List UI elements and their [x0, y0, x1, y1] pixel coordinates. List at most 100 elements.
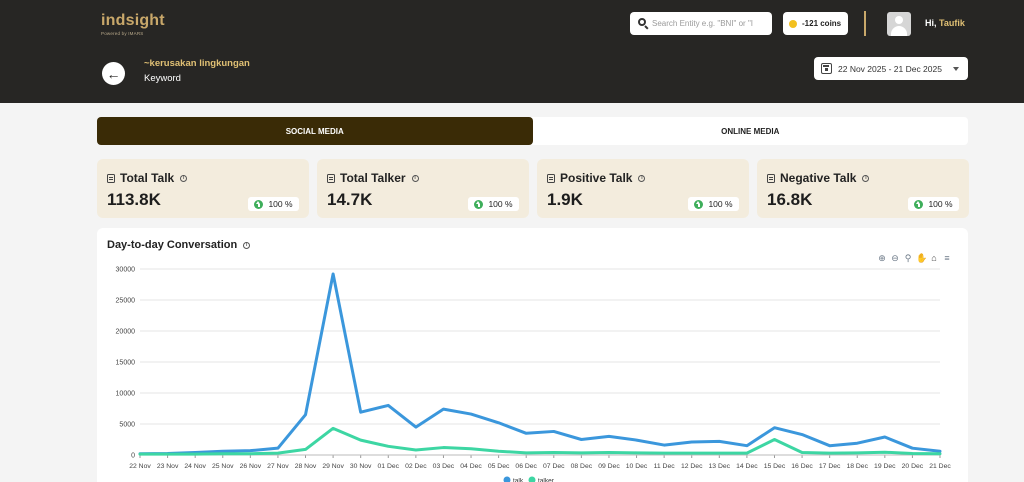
info-icon[interactable]: i: [411, 174, 419, 182]
document-icon: [767, 173, 775, 183]
calendar-icon: [821, 63, 832, 74]
x-tick-label: 02 Dec: [405, 463, 427, 470]
x-tick-label: 25 Nov: [212, 463, 234, 470]
stat-change-badge: 100 %: [248, 197, 299, 211]
date-range-picker[interactable]: 22 Nov 2025 - 21 Dec 2025: [814, 57, 968, 80]
x-tick-label: 07 Dec: [543, 463, 565, 470]
search-box[interactable]: [630, 12, 772, 35]
arrow-up-icon: [474, 199, 484, 209]
arrow-left-icon: ←: [106, 65, 121, 82]
topic-heading: ~kerusakan lingkungan Keyword: [144, 58, 250, 84]
legend-label-talker: talker: [538, 478, 555, 482]
selection-zoom-icon[interactable]: ⚲: [904, 253, 912, 263]
x-tick-label: 18 Dec: [846, 463, 868, 470]
x-tick-label: 12 Dec: [681, 463, 703, 470]
stat-value: 16.8K: [767, 190, 813, 209]
y-tick-label: 25000: [116, 298, 136, 305]
x-tick-label: 05 Dec: [488, 463, 510, 470]
stat-card-positive-talk: Positive Talk i 1.9K 100 %: [537, 159, 749, 218]
search-input[interactable]: [652, 19, 767, 28]
stat-label: Positive Talk: [560, 171, 633, 185]
x-tick-label: 08 Dec: [571, 463, 593, 470]
legend-label-talk: talk: [513, 478, 524, 482]
x-tick-label: 06 Dec: [515, 463, 537, 470]
series-line-talker: [138, 426, 942, 456]
x-tick-label: 20 Dec: [902, 463, 924, 470]
user-greeting[interactable]: Hi, Taufik: [925, 18, 965, 28]
stat-change: 100 %: [268, 199, 293, 209]
stat-value: 1.9K: [547, 190, 583, 209]
stat-label: Total Talk: [120, 171, 175, 185]
logo-subtext: Powered by IMARS: [101, 31, 144, 36]
x-tick-label: 21 Dec: [929, 463, 951, 470]
stat-change: 100 %: [708, 199, 733, 209]
y-tick-label: 30000: [116, 267, 136, 274]
x-tick-label: 13 Dec: [709, 463, 731, 470]
chart-title: Day-to-day Conversation: [107, 239, 238, 251]
zoom-in-icon[interactable]: ⊕: [878, 253, 886, 263]
logo-wordmark: indsight: [101, 12, 165, 29]
y-tick-label: 15000: [116, 360, 136, 367]
x-tick-label: 17 Dec: [819, 463, 841, 470]
info-icon[interactable]: i: [243, 241, 251, 249]
x-tick-label: 15 Dec: [764, 463, 786, 470]
zoom-out-icon[interactable]: ⊖: [891, 253, 899, 263]
stat-card-total-talk: Total Talk i 113.8K 100 %: [97, 159, 309, 218]
coins-badge[interactable]: -121 coins: [783, 12, 848, 35]
greeting-prefix: Hi,: [925, 18, 937, 28]
date-range-label: 22 Nov 2025 - 21 Dec 2025: [838, 63, 942, 74]
media-tabs: SOCIAL MEDIA ONLINE MEDIA: [97, 117, 968, 145]
tab-online-media[interactable]: ONLINE MEDIA: [721, 126, 780, 136]
document-icon: [107, 173, 115, 183]
stat-value: 113.8K: [107, 190, 161, 209]
brand-logo[interactable]: indsight Powered by IMARS: [101, 12, 165, 36]
top-bar: indsight Powered by IMARS -121 coins Hi,…: [0, 0, 1024, 103]
menu-icon[interactable]: ≡: [944, 253, 950, 263]
x-tick-label: 10 Dec: [626, 463, 648, 470]
x-tick-label: 27 Nov: [267, 463, 289, 470]
x-tick-label: 11 Dec: [654, 463, 676, 470]
header-divider: [864, 11, 866, 36]
legend-marker-talk: [503, 476, 511, 482]
arrow-up-icon: [254, 199, 264, 209]
y-tick-label: 10000: [116, 391, 136, 398]
info-icon[interactable]: i: [638, 174, 646, 182]
arrow-up-icon: [914, 199, 924, 209]
chart-toolbar: ⊕ ⊖ ⚲ ✋ ⌂ ≡: [877, 253, 952, 263]
caret-down-icon: [952, 66, 959, 71]
y-tick-label: 20000: [116, 329, 136, 336]
line-chart: 0 5000 10000 15000 20000 25000 30000 22 Nov 23 N…: [116, 267, 951, 482]
stat-label: Negative Talk: [780, 171, 857, 185]
x-tick-label: 22 Nov: [129, 463, 151, 470]
stat-change-badge: 100 %: [688, 197, 739, 211]
x-tick-label: 01 Dec: [378, 463, 400, 470]
search-icon: [638, 18, 649, 30]
stat-change: 100 %: [488, 199, 513, 209]
legend-marker-talker: [528, 476, 536, 482]
x-tick-label: 26 Nov: [240, 463, 262, 470]
stat-change-badge: 100 %: [908, 197, 959, 211]
x-tick-label: 30 Nov: [350, 463, 372, 470]
stat-change-badge: 100 %: [468, 197, 519, 211]
series-line-talk: [138, 272, 942, 456]
tab-social-media[interactable]: SOCIAL MEDIA: [97, 117, 533, 145]
stat-card-negative-talk: Negative Talk i 16.8K 100 %: [757, 159, 969, 218]
x-tick-label: 19 Dec: [874, 463, 896, 470]
user-avatar-icon[interactable]: [887, 12, 911, 36]
pan-hand-icon[interactable]: ✋: [916, 253, 928, 263]
x-tick-label: 23 Nov: [157, 463, 179, 470]
arrow-up-icon: [694, 199, 704, 209]
topic-type: Keyword: [144, 73, 181, 84]
back-button[interactable]: ←: [102, 62, 125, 85]
x-tick-label: 09 Dec: [598, 463, 620, 470]
info-icon[interactable]: i: [180, 174, 188, 182]
coin-icon: [789, 19, 797, 28]
x-tick-label: 14 Dec: [736, 463, 758, 470]
x-tick-label: 24 Nov: [184, 463, 206, 470]
info-icon[interactable]: i: [862, 174, 870, 182]
stat-label: Total Talker: [340, 171, 406, 185]
x-tick-label: 28 Nov: [295, 463, 317, 470]
reset-home-icon[interactable]: ⌂: [931, 253, 937, 263]
stat-value: 14.7K: [327, 190, 373, 209]
user-name: Taufik: [939, 18, 965, 28]
